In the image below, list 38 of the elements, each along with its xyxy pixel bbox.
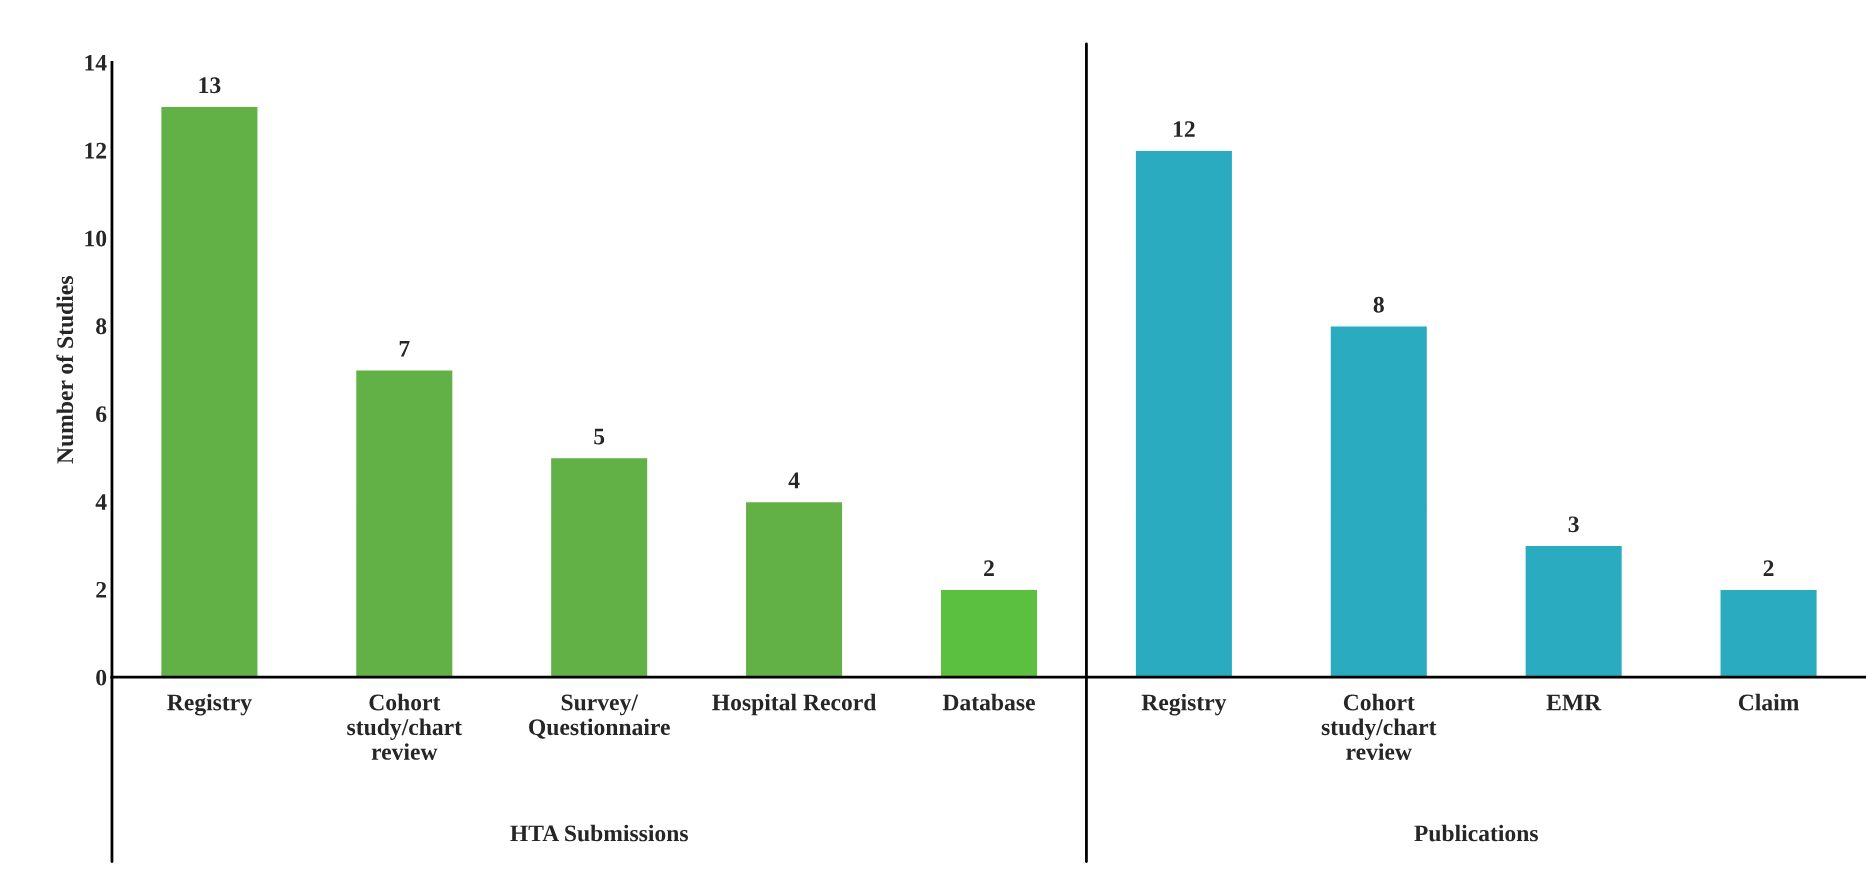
x-tick-label: EMR — [1546, 694, 1602, 711]
data-label: 4 — [788, 472, 800, 489]
data-label: 2 — [984, 560, 994, 576]
x-tick-label: Cohort study/chart review — [1321, 693, 1437, 760]
y-tick-label: 10 — [85, 230, 107, 247]
y-tick-label: 6 — [96, 406, 107, 423]
y-tick-label: 12 — [85, 142, 107, 159]
x-tick-label: Database — [942, 693, 1035, 711]
x-tick-label: Registry — [167, 693, 252, 716]
x-tick-label: Survey/ Questionnaire — [529, 694, 670, 739]
x-tick-label: Claim — [1738, 693, 1799, 711]
x-tick-label: Registry — [1141, 693, 1227, 716]
data-label: 3 — [1568, 516, 1579, 533]
data-label: 13 — [199, 77, 221, 94]
y-tick-label: 8 — [96, 318, 107, 335]
bar — [549, 456, 649, 678]
bar — [354, 369, 454, 678]
y-tick-label: 0 — [96, 669, 107, 686]
x-tick-label: Hospital Record — [712, 693, 877, 716]
y-tick-label: 2 — [96, 581, 107, 598]
data-label: 7 — [399, 340, 410, 357]
y-axis-title: Number of Studies — [56, 276, 74, 464]
bar — [159, 105, 259, 678]
text: HTA Submissions — [510, 824, 688, 842]
data-label: 5 — [594, 428, 605, 445]
y-tick-label: 14 — [85, 54, 107, 71]
bar — [744, 500, 844, 678]
bar — [1134, 149, 1234, 678]
bar — [1524, 544, 1624, 678]
data-label: 2 — [1763, 560, 1774, 576]
data-label: 12 — [1173, 121, 1195, 137]
y-tick-label: 4 — [95, 494, 107, 510]
bar — [1329, 325, 1429, 678]
data-label: 8 — [1373, 296, 1384, 313]
text: Publications — [1414, 824, 1538, 842]
x-tick-label: Cohort study/chart review — [347, 693, 462, 760]
bar — [1719, 588, 1818, 678]
bar — [939, 588, 1039, 678]
